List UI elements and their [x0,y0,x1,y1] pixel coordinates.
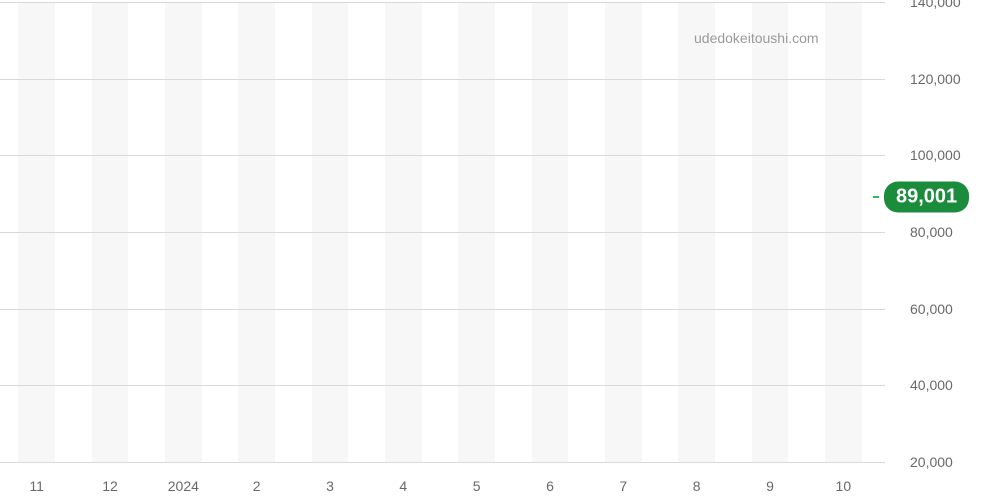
y-tick [880,385,885,386]
x-axis-line [0,462,880,463]
x-axis-label: 3 [326,478,334,494]
x-axis-label: 6 [546,478,554,494]
x-axis-label: 4 [399,478,407,494]
plot-area [0,2,880,462]
y-axis-label: 140,000 [910,0,961,10]
y-axis-label: 20,000 [910,454,953,470]
x-axis-label: 12 [102,478,118,494]
x-axis-label: 10 [836,478,852,494]
x-axis-label: 2 [253,478,261,494]
y-tick [880,155,885,156]
x-axis-label: 7 [619,478,627,494]
x-axis-label: 8 [693,478,701,494]
x-axis-label: 11 [29,478,44,494]
x-axis-label: 2024 [168,478,199,494]
x-axis-label: 9 [766,478,774,494]
x-axis-label: 5 [473,478,481,494]
h-gridline [0,309,880,310]
h-gridline [0,232,880,233]
y-tick [880,232,885,233]
h-gridline [0,155,880,156]
y-tick [880,309,885,310]
h-gridline [0,79,880,80]
data-point [873,196,879,198]
y-axis-label: 60,000 [910,301,953,317]
y-tick [880,462,885,463]
y-axis-label: 120,000 [910,71,961,87]
y-axis-label: 100,000 [910,147,961,163]
y-axis-label: 40,000 [910,377,953,393]
current-value-badge: 89,001 [884,182,969,213]
h-gridline [0,385,880,386]
y-tick [880,2,885,3]
watermark: udedokeitoushi.com [694,30,819,46]
price-chart [0,0,880,462]
y-tick [880,79,885,80]
h-gridline [0,2,880,3]
y-axis-label: 80,000 [910,224,953,240]
